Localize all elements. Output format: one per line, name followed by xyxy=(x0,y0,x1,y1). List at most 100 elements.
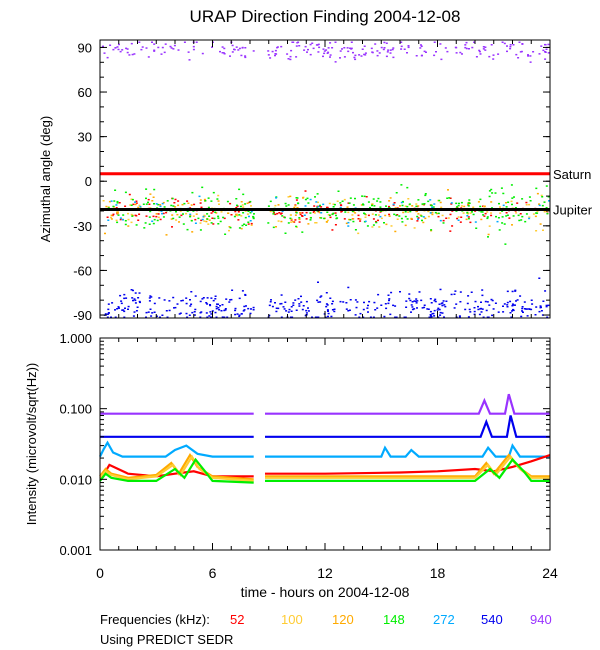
point-940 xyxy=(521,43,524,45)
point-940 xyxy=(400,45,403,48)
point-540 xyxy=(430,315,433,318)
point-148 xyxy=(528,196,531,198)
point-148 xyxy=(112,205,115,208)
point-272 xyxy=(198,195,201,198)
point-540 xyxy=(327,315,329,318)
point-148 xyxy=(210,222,213,224)
point-148 xyxy=(206,213,209,215)
point-540 xyxy=(481,289,484,291)
point-940 xyxy=(231,44,234,47)
point-148 xyxy=(162,216,165,218)
point-540 xyxy=(238,314,241,316)
point-100 xyxy=(540,194,543,197)
point-52 xyxy=(111,214,114,217)
point-540 xyxy=(329,297,332,299)
point-148 xyxy=(482,214,485,216)
point-540 xyxy=(228,301,231,303)
point-100 xyxy=(510,200,513,203)
point-540 xyxy=(240,313,243,315)
point-940 xyxy=(425,51,427,53)
point-148 xyxy=(219,220,222,223)
point-540 xyxy=(271,305,274,308)
point-940 xyxy=(479,53,482,55)
point-52 xyxy=(347,202,350,204)
point-272 xyxy=(249,220,252,222)
point-52 xyxy=(437,215,440,218)
point-120 xyxy=(171,214,174,216)
intensity-series xyxy=(99,393,551,484)
point-148 xyxy=(466,211,469,214)
point-148 xyxy=(332,206,335,208)
point-540 xyxy=(454,290,457,292)
point-100 xyxy=(486,211,489,213)
point-52 xyxy=(147,198,150,201)
point-120 xyxy=(110,214,113,217)
point-120 xyxy=(137,206,140,209)
point-148 xyxy=(395,192,398,194)
point-540 xyxy=(215,316,218,318)
point-148 xyxy=(326,211,329,213)
point-100 xyxy=(203,214,206,217)
point-148 xyxy=(363,195,366,198)
point-52 xyxy=(467,204,470,206)
point-120 xyxy=(116,212,119,214)
point-52 xyxy=(135,202,138,204)
point-52 xyxy=(145,215,148,217)
point-940 xyxy=(121,49,124,51)
point-148 xyxy=(235,198,238,200)
point-52 xyxy=(148,203,151,205)
point-148 xyxy=(298,217,301,219)
point-540 xyxy=(121,309,124,311)
reference-label-saturn: Saturn xyxy=(553,167,591,182)
point-52 xyxy=(193,203,196,206)
point-540 xyxy=(283,308,286,310)
point-272 xyxy=(429,212,432,214)
point-148 xyxy=(332,212,335,215)
point-540 xyxy=(166,316,169,318)
point-100 xyxy=(175,219,178,221)
point-940 xyxy=(545,48,548,50)
point-100 xyxy=(241,204,244,206)
point-148 xyxy=(122,214,125,216)
point-940 xyxy=(133,53,136,55)
point-148 xyxy=(199,229,202,231)
point-100 xyxy=(192,215,195,217)
point-540 xyxy=(172,296,175,299)
point-120 xyxy=(371,203,374,205)
point-148 xyxy=(502,192,505,195)
point-100 xyxy=(378,226,381,228)
point-540 xyxy=(138,292,141,294)
point-940 xyxy=(145,47,148,49)
point-148 xyxy=(404,211,407,213)
point-540 xyxy=(268,314,271,317)
point-540 xyxy=(464,308,467,311)
point-100 xyxy=(220,211,223,213)
point-148 xyxy=(124,223,127,226)
point-540 xyxy=(420,299,423,302)
point-52 xyxy=(377,219,379,222)
point-52 xyxy=(200,219,203,222)
point-100 xyxy=(460,205,463,207)
point-148 xyxy=(430,204,433,207)
point-540 xyxy=(292,304,295,306)
point-540 xyxy=(290,306,293,308)
point-540 xyxy=(284,301,287,303)
point-540 xyxy=(149,295,152,297)
point-940 xyxy=(370,47,373,50)
point-540 xyxy=(110,316,112,318)
point-148 xyxy=(383,222,385,224)
point-148 xyxy=(361,195,364,197)
point-52 xyxy=(451,210,454,212)
point-540 xyxy=(145,316,147,318)
point-100 xyxy=(427,215,430,218)
point-540 xyxy=(418,291,421,293)
point-540 xyxy=(118,307,120,309)
point-120 xyxy=(217,200,220,202)
point-52 xyxy=(445,217,448,219)
series-line-272 xyxy=(99,440,254,458)
series-line-100 xyxy=(99,454,254,482)
point-120 xyxy=(436,212,438,215)
point-148 xyxy=(145,188,148,190)
point-100 xyxy=(542,229,544,231)
point-540 xyxy=(404,316,407,318)
